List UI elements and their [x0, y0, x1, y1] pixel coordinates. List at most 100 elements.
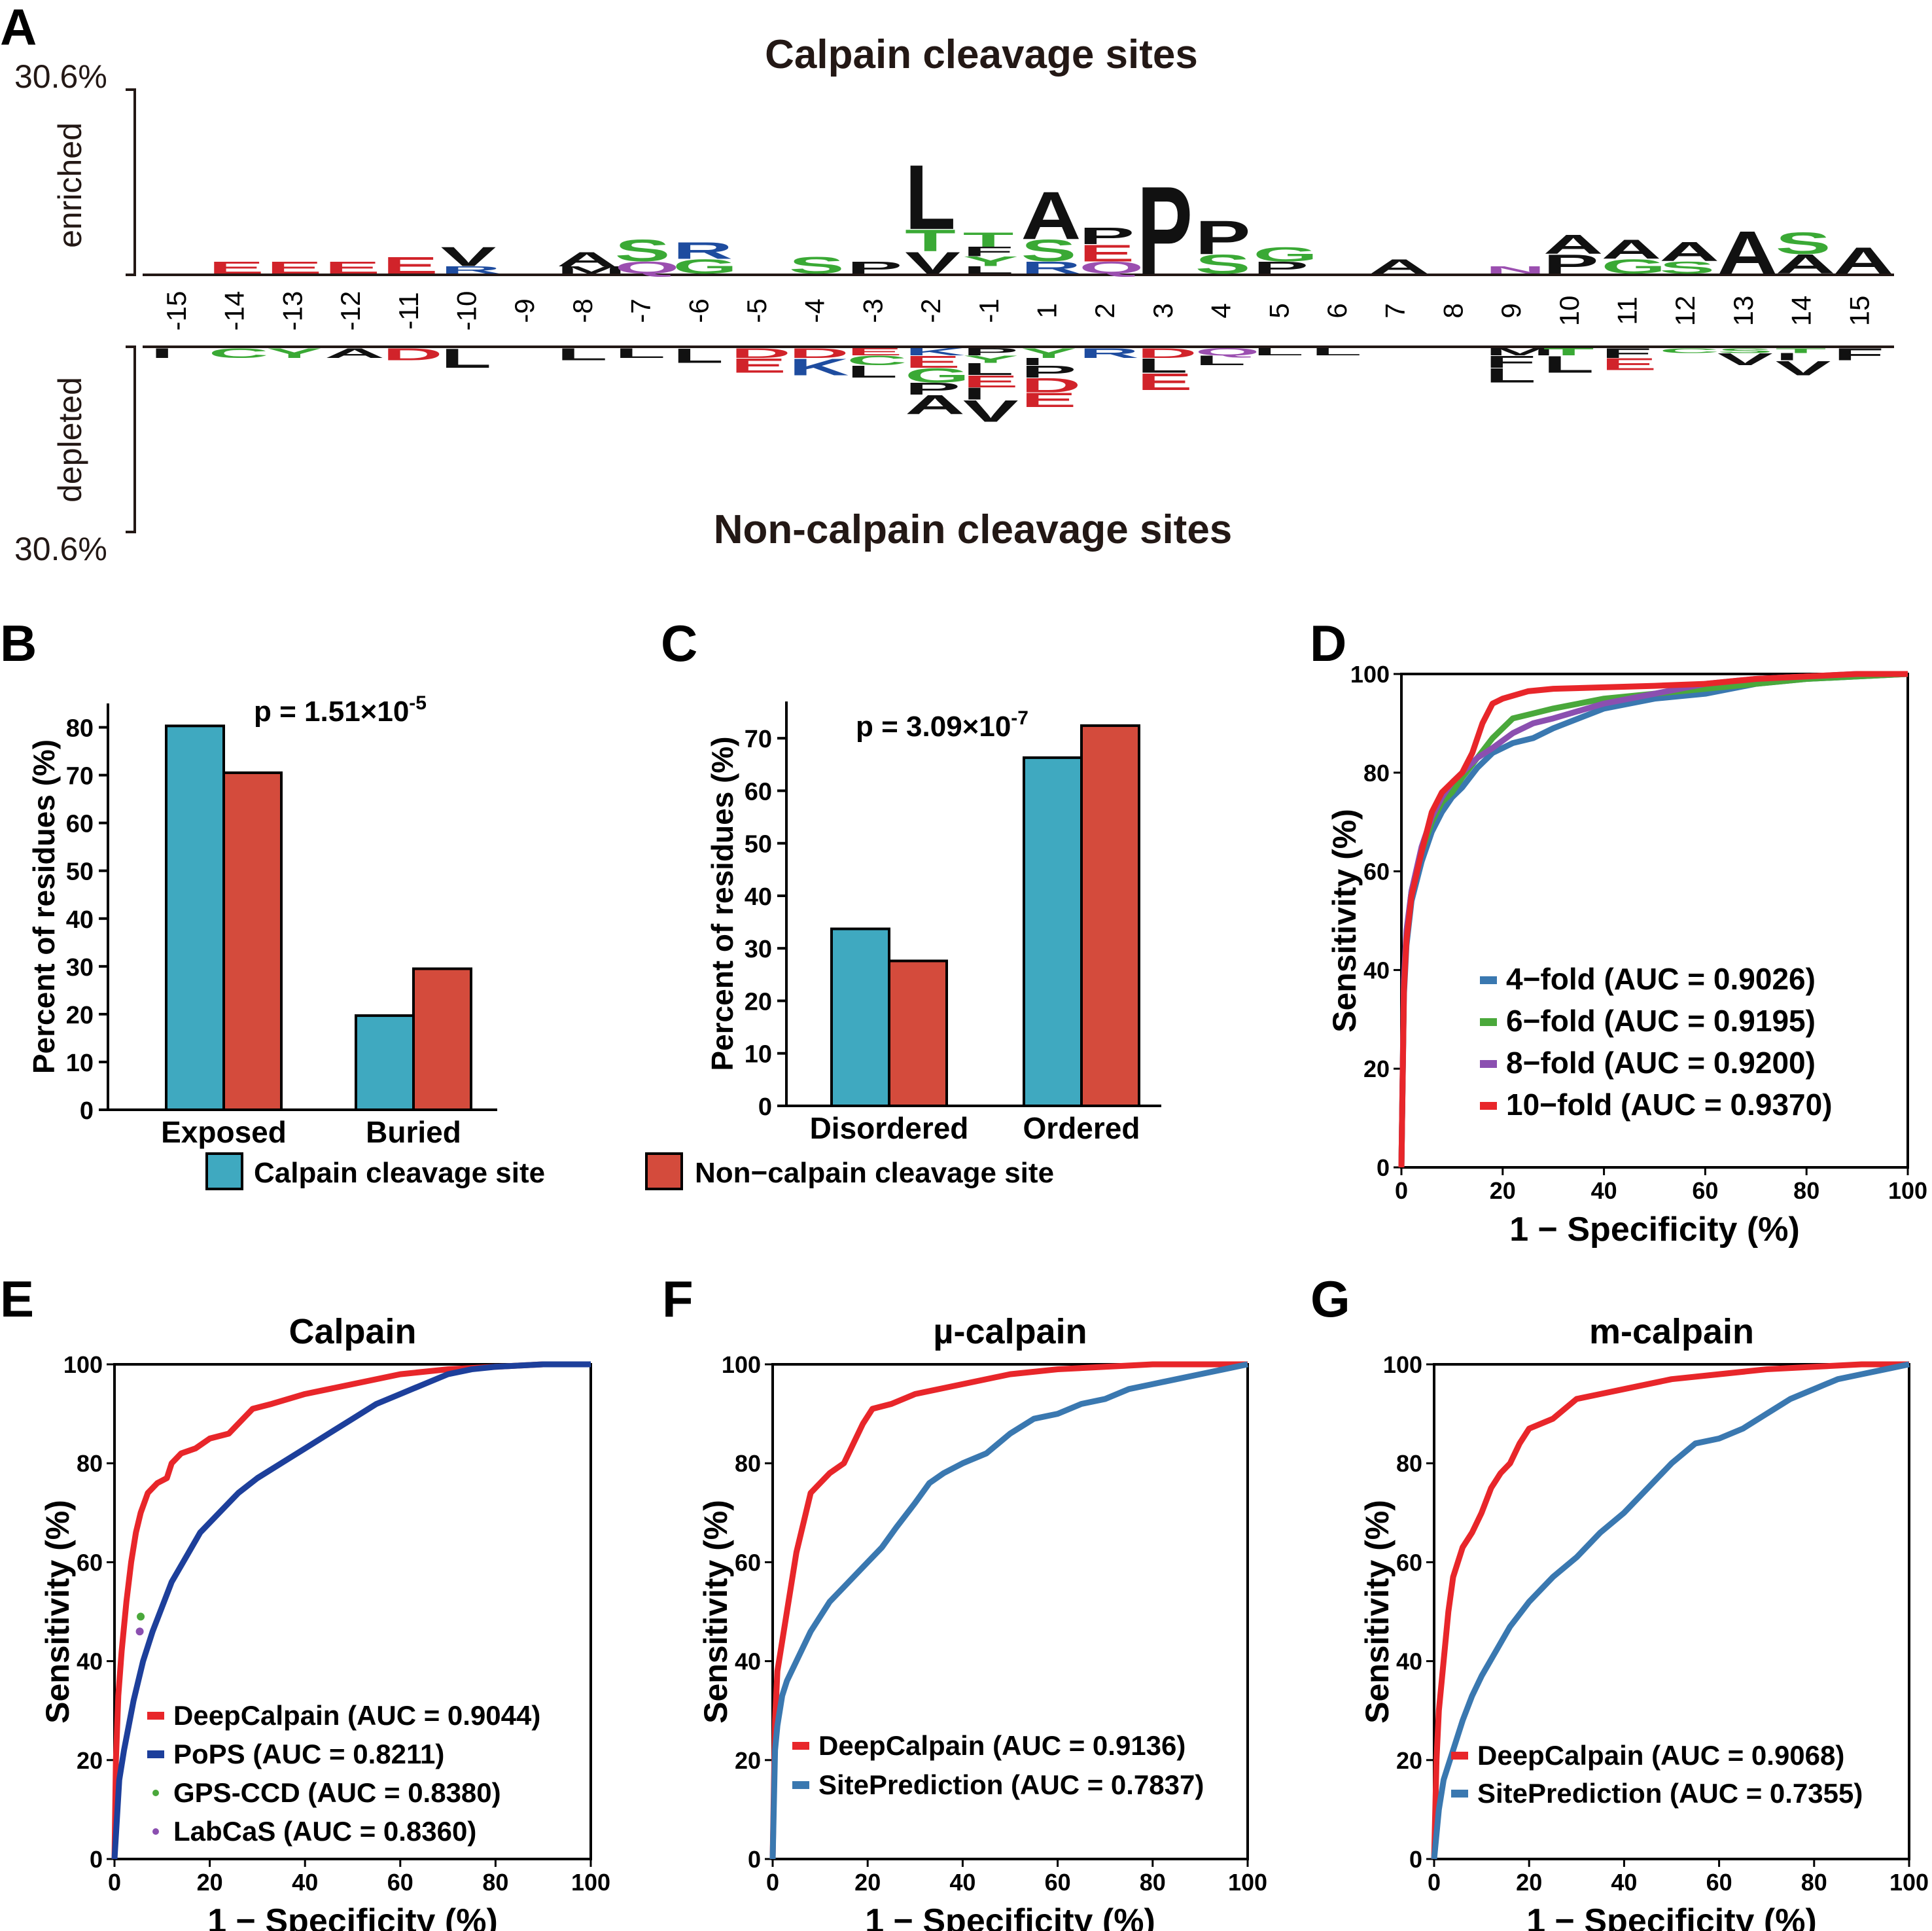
x-tick-label: 40 [1611, 1869, 1637, 1896]
roc-curve [1431, 1361, 1909, 1860]
logo-letter-stack-item: E [1602, 355, 1657, 374]
roc-curve [111, 1361, 591, 1860]
roc-point [137, 1612, 145, 1621]
y-tick-label: 40 [735, 1648, 761, 1675]
panel-label-b: B [0, 614, 37, 672]
y-axis-label: Sensitivity (%) [39, 1500, 76, 1724]
logo-letter-stack-item: R [441, 264, 501, 275]
x-tick-label: 40 [1591, 1177, 1617, 1204]
legend-label: GPS-CCD (AUC = 0.8380) [173, 1777, 501, 1808]
logo-letter-enriched: E [325, 258, 380, 277]
y-tick-label: 100 [1350, 661, 1390, 688]
x-tick-label: 40 [292, 1869, 318, 1896]
x-axis-label: 1 − Specificity (%) [1526, 1902, 1817, 1931]
legend-swatch-noncalpain [645, 1152, 683, 1190]
logo-letter-stack-item: S [789, 252, 845, 279]
logo-position-label: 3 [1148, 303, 1178, 318]
logo-letter-enriched: E [266, 258, 322, 277]
bar [1023, 756, 1083, 1107]
x-tick-label: 60 [1706, 1869, 1732, 1896]
plot-frame [1433, 1363, 1910, 1860]
logo-position-label: -1 [974, 298, 1004, 323]
y-tick-label: 60 [1396, 1549, 1422, 1576]
y-tick-label: 50 [745, 831, 772, 859]
x-tick-label: 60 [387, 1869, 413, 1896]
logo-letter-depleted: E [963, 372, 1019, 391]
plot-frame [1400, 673, 1909, 1169]
y-tick-label: 20 [1363, 1055, 1390, 1082]
logo-letter-stack-item: Y [963, 353, 1019, 364]
legend-dot [152, 1828, 159, 1835]
bar [355, 1014, 415, 1111]
y-tick-label: 20 [745, 988, 772, 1016]
logo-letter-depleted: A [325, 345, 385, 361]
bar [412, 967, 472, 1111]
logo-letter-stack-item: S [1021, 234, 1077, 268]
plot-frame [771, 1363, 1249, 1860]
logo-scale-bracket-top [126, 88, 136, 276]
logo-letter-depleted: L [615, 345, 666, 361]
y-tick-label: 80 [1363, 760, 1390, 787]
legend-swatch-calpain [205, 1152, 243, 1190]
p-value-label: p = 3.09×10-7 [856, 707, 1028, 743]
x-category-label: Ordered [1023, 1111, 1140, 1145]
logo-letter-stack-item: E [847, 346, 902, 357]
logo-position-label: -13 [277, 291, 307, 331]
logo-letter-stack-item: L [1195, 353, 1246, 368]
logo-letter-enriched: A [1543, 230, 1604, 260]
x-tick-label: 0 [108, 1869, 121, 1896]
logo-letter-stack-item: S [615, 234, 671, 268]
logo-letter-depleted: E [731, 354, 786, 377]
logo-letter-depleted: I [1021, 356, 1044, 367]
x-tick-label: 80 [1140, 1869, 1166, 1896]
x-category-label: Disordered [810, 1111, 969, 1145]
logo-position-label: 12 [1670, 296, 1700, 327]
y-tick-label: 20 [77, 1747, 103, 1774]
logo-position-label: -4 [799, 298, 830, 323]
y-axis-label: Percent of residues (%) [705, 736, 739, 1071]
logo-letter-enriched: S [615, 234, 671, 268]
logo-letter-depleted: K [789, 353, 849, 380]
logo-letter-depleted: L [1137, 354, 1188, 377]
logo-letter-depleted: D [1137, 345, 1197, 361]
logo-letter-depleted: I [150, 345, 173, 361]
logo-letter-stack-item: E [905, 353, 960, 372]
logo-letter-stack-item: P [1253, 258, 1308, 277]
logo-letter-stack-item: E [383, 252, 438, 279]
y-tick-label: 70 [745, 726, 772, 753]
logo-letter-stack-item: L [905, 147, 956, 249]
logo-letter-enriched: P [1543, 249, 1599, 280]
p-value-label: p = 1.51×10-5 [254, 692, 427, 728]
logo-letter-enriched: R [441, 264, 501, 275]
x-axis-label: 1 − Specificity (%) [207, 1902, 498, 1931]
logo-letter-stack-item: N [1485, 264, 1545, 275]
logo-letter-enriched: L [963, 264, 1014, 275]
logo-position-label: 10 [1554, 296, 1585, 327]
logo-position-label: -8 [567, 298, 598, 323]
logo-letter-enriched: P [847, 258, 902, 277]
x-tick-label: 20 [1490, 1177, 1516, 1204]
logo-letter-stack-item: R [1021, 258, 1081, 277]
logo-letter-stack-item: M [1485, 346, 1554, 357]
logo-letter-stack-item: I [1021, 356, 1044, 367]
x-tick-label: 80 [482, 1869, 508, 1896]
logo-letter-stack-item: D [1137, 345, 1197, 361]
legend-label: DeepCalpain (AUC = 0.9044) [173, 1700, 540, 1731]
logo-letter-stack-item: P [1137, 160, 1193, 301]
logo-letter-stack-item: T [1776, 347, 1827, 355]
x-axis-label: 1 − Specificity (%) [1509, 1211, 1800, 1249]
logo-letter-depleted: L [1485, 364, 1536, 387]
y-tick-label: 60 [77, 1549, 103, 1576]
logo-letter-enriched: A [1369, 255, 1430, 278]
roc-curve [1431, 1361, 1910, 1860]
logo-position-label: -2 [915, 298, 946, 323]
logo-letter-enriched: Q [1079, 258, 1144, 277]
logo-letter-stack-item: D [1021, 374, 1081, 397]
logo-letter-stack-item: R [673, 238, 733, 264]
logo-letter-stack-item: E [209, 258, 264, 277]
logo-letter-stack-item: L [1543, 351, 1594, 378]
logo-letter-stack-item: F [1602, 345, 1653, 361]
logo-letter-enriched: F [963, 244, 1014, 259]
logo-letter-depleted: P [963, 346, 1019, 357]
